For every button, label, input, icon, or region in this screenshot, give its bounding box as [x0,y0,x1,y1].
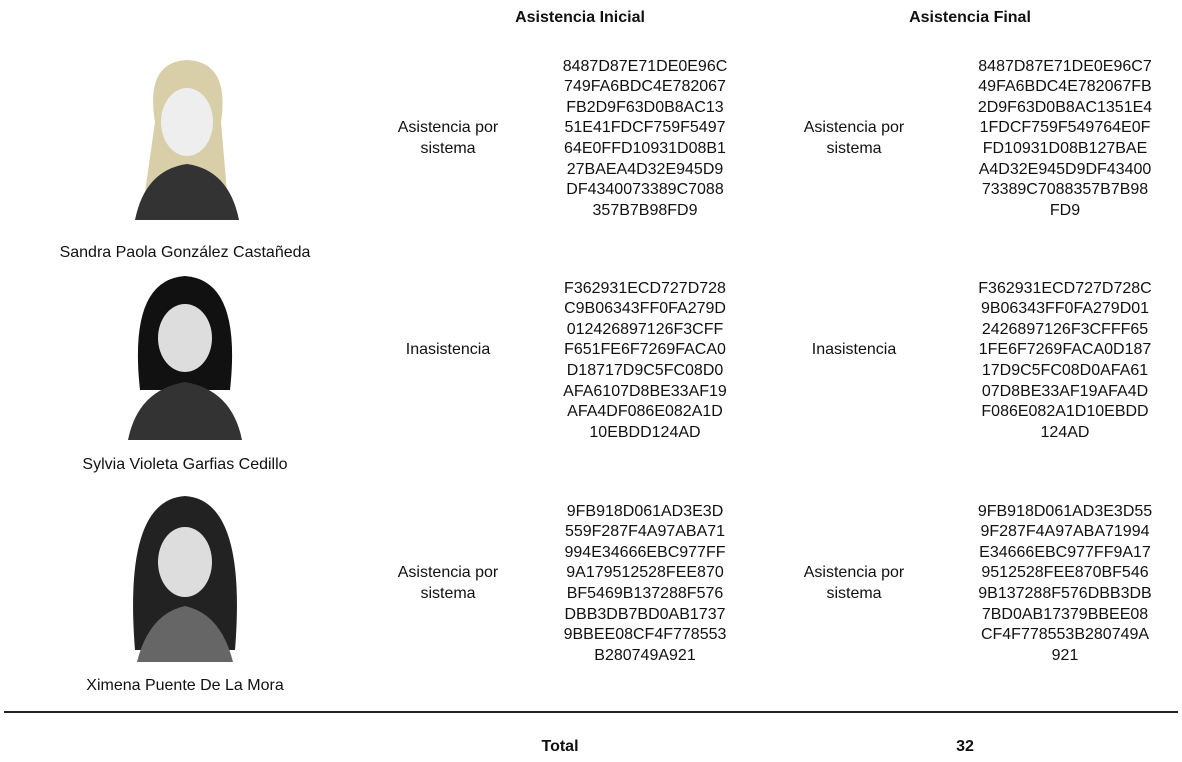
hash-line: 9FB918D061AD3E3D [535,502,755,523]
photo [118,270,252,440]
person-name: Sylvia Violeta Garfias Cedillo [0,455,370,476]
hash-line: F651FE6F7269FACA0 [535,340,755,361]
hash-line: 07D8BE33AF19AFA4D [945,382,1182,403]
hash-line: BF5469B137288F576 [535,584,755,605]
hash-line: 64E0FFD10931D08B1 [535,139,755,160]
hash-line: 9512528FEE870BF546 [945,563,1182,584]
hash-line: 749FA6BDC4E782067 [535,77,755,98]
hash-line: 49FA6BDC4E782067FB [945,77,1182,98]
hash-line: 9B06343FF0FA279D01 [945,299,1182,320]
hash-line: CF4F778553B280749A [945,625,1182,646]
hash-line: 9FB918D061AD3E3D55 [945,502,1182,523]
hash-line: DBB3DB7BD0AB1737 [535,605,755,626]
hash-line: 9F287F4A97ABA71994 [945,522,1182,543]
hash-line: FD10931D08B127BAE [945,139,1182,160]
hash-line: 2426897126F3CFFF65 [945,320,1182,341]
column-header: Asistencia Inicial [470,8,690,29]
hash-line: FD9 [945,201,1182,222]
hash-line: F086E082A1D10EBDD [945,402,1182,423]
hash-line: 8487D87E71DE0E96C [535,57,755,78]
hash-line: DF4340073389C7088 [535,180,755,201]
hash-line: 7BD0AB17379BBEE08 [945,605,1182,626]
hash-line: 1FE6F7269FACA0D187 [945,340,1182,361]
hash-line: 124AD [945,423,1182,444]
photo [115,52,255,220]
divider [4,711,1178,713]
total-label: Total [460,737,660,758]
hash-line: 012426897126F3CFF [535,320,755,341]
hash-line: AFA6107D8BE33AF19 [535,382,755,403]
total-value: 32 [865,737,1065,758]
person-name: Ximena Puente De La Mora [0,676,370,697]
hash-line: E34666EBC977FF9A17 [945,543,1182,564]
hash-line: 9B137288F576DBB3DB [945,584,1182,605]
hash-line: 9A179512528FEE870 [535,563,755,584]
column-header: Asistencia Final [860,8,1080,29]
hash-line: 9BBEE08CF4F778553 [535,625,755,646]
hash-line: 8487D87E71DE0E96C7 [945,57,1182,78]
status: Inasistencia [378,340,518,361]
hash-line: C9B06343FF0FA279D [535,299,755,320]
hash-line: A4D32E945D9DF43400 [945,160,1182,181]
photo [115,490,255,662]
status: Inasistencia [784,340,924,361]
hash-line: 2D9F63D0B8AC1351E4 [945,98,1182,119]
person-name: Sandra Paola González Castañeda [0,243,370,264]
hash-line: 559F287F4A97ABA71 [535,522,755,543]
status: Asistencia por sistema [784,118,924,159]
hash-line: 357B7B98FD9 [535,201,755,222]
hash-line: F362931ECD727D728C [945,279,1182,300]
hash-line: 73389C7088357B7B98 [945,180,1182,201]
hash-line: 51E41FDCF759F5497 [535,118,755,139]
status: Asistencia por sistema [378,563,518,604]
hash-line: 994E34666EBC977FF [535,543,755,564]
hash-line: B280749A921 [535,646,755,667]
page: Asistencia Inicial Asistencia Final Tota… [0,0,1182,762]
hash-line: 10EBDD124AD [535,423,755,444]
status: Asistencia por sistema [784,563,924,604]
hash-line: 921 [945,646,1182,667]
hash-line: 27BAEA4D32E945D9 [535,160,755,181]
hash-line: 17D9C5FC08D0AFA61 [945,361,1182,382]
status: Asistencia por sistema [378,118,518,159]
hash-line: 1FDCF759F549764E0F [945,118,1182,139]
hash-line: FB2D9F63D0B8AC13 [535,98,755,119]
hash-line: D18717D9C5FC08D0 [535,361,755,382]
hash-line: AFA4DF086E082A1D [535,402,755,423]
hash-line: F362931ECD727D728 [535,279,755,300]
